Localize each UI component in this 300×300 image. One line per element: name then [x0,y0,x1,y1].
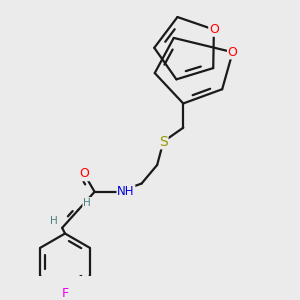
Text: O: O [228,46,238,59]
Text: O: O [79,167,89,181]
Text: F: F [61,287,69,300]
Text: NH: NH [117,185,135,198]
Text: S: S [159,135,168,148]
Text: H: H [50,216,58,226]
Text: H: H [83,198,91,208]
Text: O: O [209,23,219,36]
